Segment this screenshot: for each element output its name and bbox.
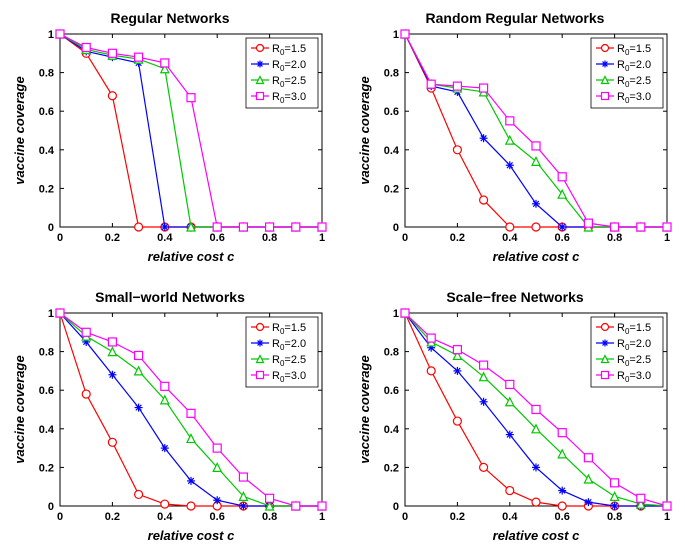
svg-text:R0=3.0: R0=3.0 bbox=[272, 91, 306, 105]
plot-area: 0 0.2 0.4 0.6 0.8 1 0 0.2 0.4 0.6 0.8 1 relative cos… bbox=[10, 307, 330, 546]
svg-text:0: 0 bbox=[402, 232, 408, 244]
panel-title: Scale−free Networks bbox=[355, 289, 675, 305]
svg-text:0.2: 0.2 bbox=[39, 183, 54, 195]
svg-text:0.4: 0.4 bbox=[384, 423, 400, 435]
svg-text:0.4: 0.4 bbox=[502, 511, 518, 523]
svg-text:0: 0 bbox=[48, 501, 54, 513]
svg-text:0.8: 0.8 bbox=[262, 232, 277, 244]
svg-text:0.2: 0.2 bbox=[105, 511, 120, 523]
svg-text:R0=2.5: R0=2.5 bbox=[272, 75, 306, 89]
svg-text:0.6: 0.6 bbox=[555, 511, 570, 523]
svg-text:R0=2.0: R0=2.0 bbox=[272, 338, 306, 352]
svg-text:0.4: 0.4 bbox=[384, 145, 400, 157]
svg-text:0.4: 0.4 bbox=[39, 145, 55, 157]
svg-text:0.8: 0.8 bbox=[607, 511, 622, 523]
panel-regular: Regular Networks 0 0.2 0.4 0.6 0.8 1 0 0.2 0.4 0.… bbox=[10, 10, 330, 269]
svg-text:0: 0 bbox=[393, 501, 399, 513]
svg-text:R0=3.0: R0=3.0 bbox=[617, 91, 651, 105]
svg-text:0.4: 0.4 bbox=[157, 232, 173, 244]
svg-text:0: 0 bbox=[57, 232, 63, 244]
svg-text:0.8: 0.8 bbox=[262, 511, 277, 523]
svg-text:0.4: 0.4 bbox=[39, 423, 55, 435]
svg-text:R0=1.5: R0=1.5 bbox=[617, 322, 651, 336]
svg-text:R0=2.5: R0=2.5 bbox=[617, 354, 651, 368]
svg-text:relative cost c: relative cost c bbox=[148, 528, 235, 543]
svg-text:vaccine coverage: vaccine coverage bbox=[357, 355, 372, 463]
svg-text:1: 1 bbox=[48, 308, 54, 320]
svg-text:1: 1 bbox=[319, 511, 325, 523]
svg-text:0.6: 0.6 bbox=[39, 106, 54, 118]
svg-text:0.8: 0.8 bbox=[607, 232, 622, 244]
svg-text:0.6: 0.6 bbox=[384, 385, 399, 397]
svg-text:0.2: 0.2 bbox=[450, 232, 465, 244]
panel-scale-free: Scale−free Networks 0 0.2 0.4 0.6 0.8 1 0 0.2 0.… bbox=[355, 289, 675, 548]
svg-text:0.2: 0.2 bbox=[384, 462, 399, 474]
plot-area: 0 0.2 0.4 0.6 0.8 1 0 0.2 0.4 0.6 0.8 1 relative cos… bbox=[355, 28, 675, 267]
plot-area: 0 0.2 0.4 0.6 0.8 1 0 0.2 0.4 0.6 0.8 1 relative cos… bbox=[355, 307, 675, 546]
svg-text:1: 1 bbox=[319, 232, 325, 244]
svg-text:R0=3.0: R0=3.0 bbox=[272, 370, 306, 384]
svg-text:0.2: 0.2 bbox=[384, 183, 399, 195]
svg-text:relative cost c: relative cost c bbox=[493, 249, 580, 264]
panel-random-regular: Random Regular Networks 00.20.40.60.8100… bbox=[355, 10, 675, 269]
svg-text:R0=2.5: R0=2.5 bbox=[272, 354, 306, 368]
svg-text:vaccine coverage: vaccine coverage bbox=[12, 355, 27, 463]
svg-text:0.2: 0.2 bbox=[450, 511, 465, 523]
svg-text:0.2: 0.2 bbox=[39, 462, 54, 474]
plot-area: 0 0.2 0.4 0.6 0.8 1 0 0.2 0.4 0.6 0.8 1 relative cos… bbox=[10, 28, 330, 267]
svg-text:0.8: 0.8 bbox=[384, 346, 399, 358]
svg-text:R0=2.0: R0=2.0 bbox=[617, 59, 651, 73]
svg-text:0.4: 0.4 bbox=[157, 511, 173, 523]
svg-text:0.8: 0.8 bbox=[39, 68, 54, 80]
svg-text:0.6: 0.6 bbox=[210, 511, 225, 523]
svg-text:R0=1.5: R0=1.5 bbox=[272, 43, 306, 57]
svg-text:0.8: 0.8 bbox=[384, 68, 399, 80]
svg-text:0.6: 0.6 bbox=[384, 106, 399, 118]
panel-title: Small−world Networks bbox=[10, 289, 330, 305]
svg-text:R0=2.0: R0=2.0 bbox=[617, 338, 651, 352]
svg-text:0.4: 0.4 bbox=[502, 232, 518, 244]
svg-text:1: 1 bbox=[664, 232, 670, 244]
panel-small-world: Small−world Networks 00.20.40.60.8100.20… bbox=[10, 289, 330, 548]
panel-title: Random Regular Networks bbox=[355, 10, 675, 26]
svg-text:vaccine coverage: vaccine coverage bbox=[12, 76, 27, 184]
svg-text:relative cost c: relative cost c bbox=[148, 249, 235, 264]
svg-text:1: 1 bbox=[48, 29, 54, 41]
svg-text:0: 0 bbox=[48, 222, 54, 234]
svg-text:0.8: 0.8 bbox=[39, 346, 54, 358]
svg-text:R0=1.5: R0=1.5 bbox=[272, 322, 306, 336]
svg-text:1: 1 bbox=[393, 29, 399, 41]
svg-text:0.6: 0.6 bbox=[210, 232, 225, 244]
svg-text:1: 1 bbox=[664, 511, 670, 523]
chart-grid: Regular Networks 0 0.2 0.4 0.6 0.8 1 0 0.2 0.4 0.… bbox=[10, 10, 675, 547]
svg-text:R0=2.5: R0=2.5 bbox=[617, 75, 651, 89]
svg-text:R0=3.0: R0=3.0 bbox=[617, 370, 651, 384]
svg-text:R0=2.0: R0=2.0 bbox=[272, 59, 306, 73]
svg-text:0: 0 bbox=[402, 511, 408, 523]
svg-text:R0=1.5: R0=1.5 bbox=[617, 43, 651, 57]
svg-text:0: 0 bbox=[57, 511, 63, 523]
svg-text:0.2: 0.2 bbox=[105, 232, 120, 244]
svg-text:0: 0 bbox=[393, 222, 399, 234]
svg-text:0.6: 0.6 bbox=[555, 232, 570, 244]
svg-text:0.6: 0.6 bbox=[39, 385, 54, 397]
svg-text:vaccine coverage: vaccine coverage bbox=[357, 76, 372, 184]
svg-text:1: 1 bbox=[393, 308, 399, 320]
svg-text:relative cost c: relative cost c bbox=[493, 528, 580, 543]
panel-title: Regular Networks bbox=[10, 10, 330, 26]
